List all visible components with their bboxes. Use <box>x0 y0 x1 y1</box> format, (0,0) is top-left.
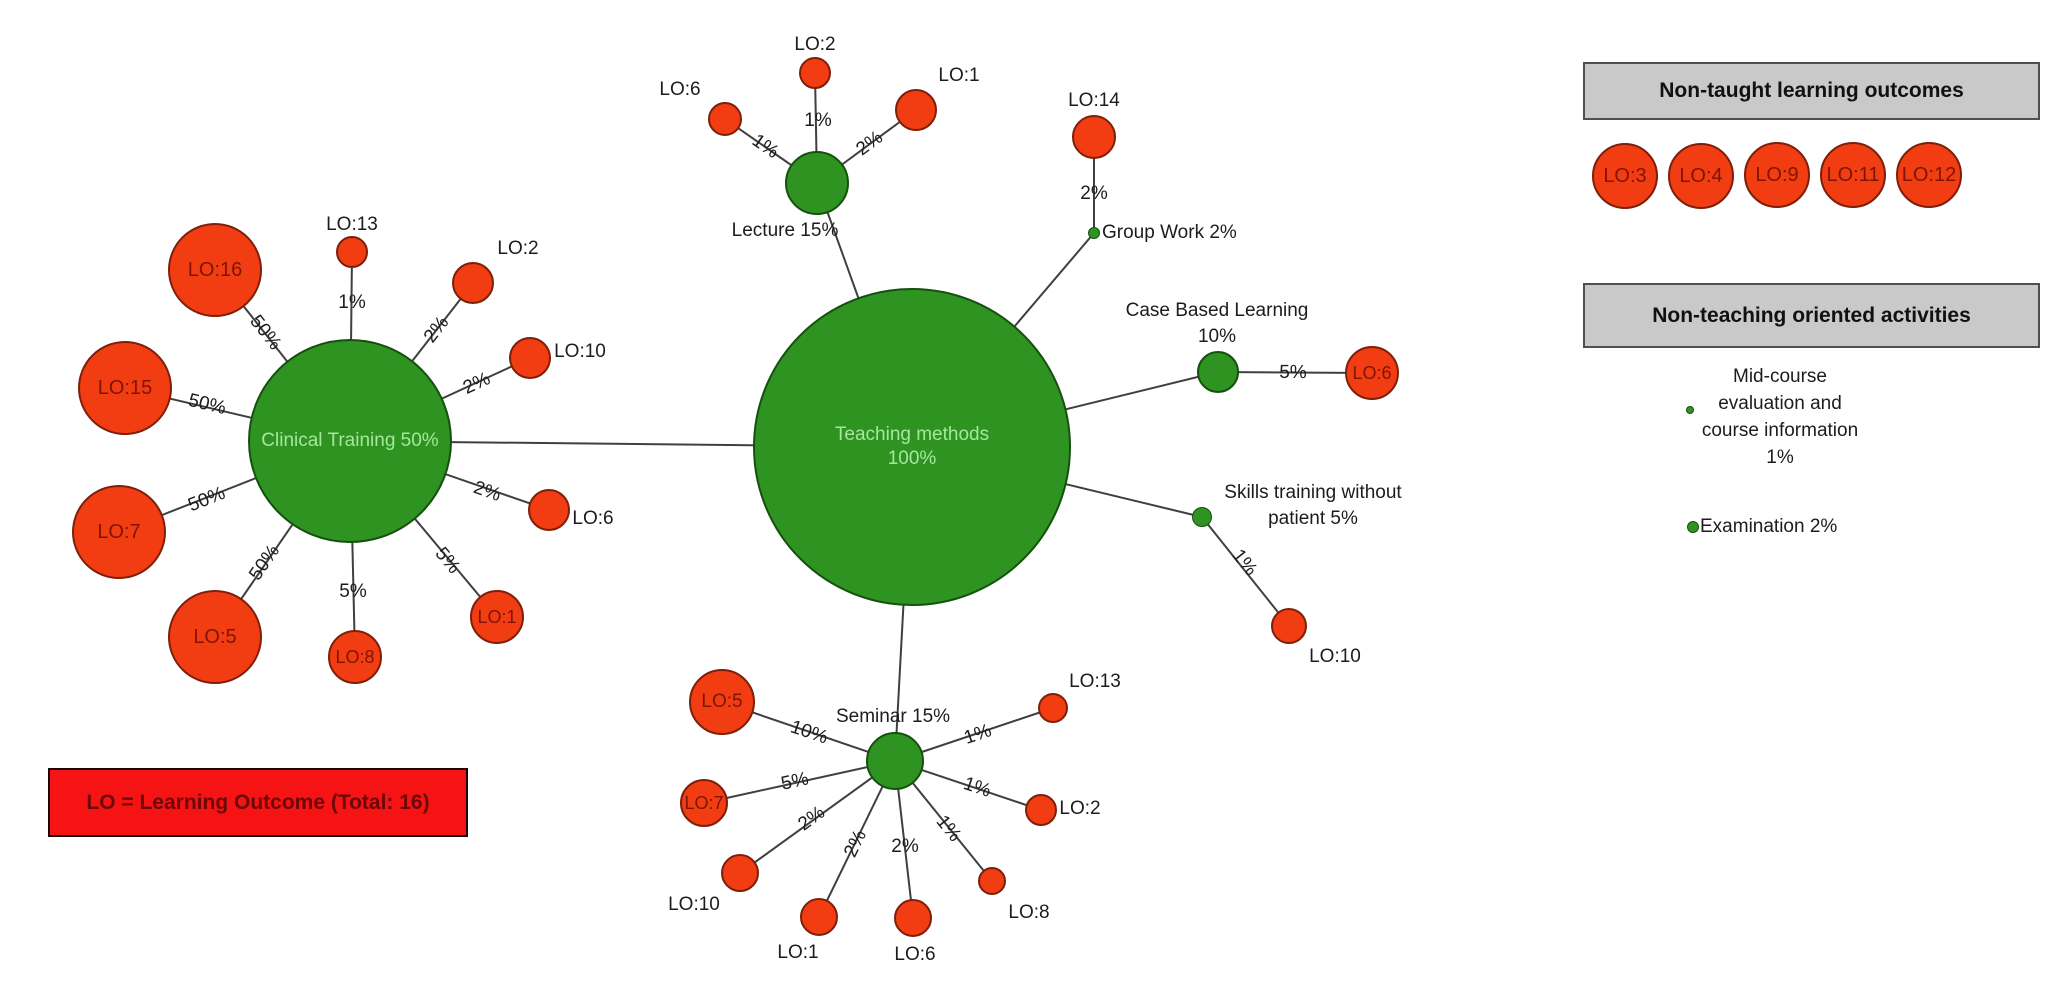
mid-course-bullet-icon <box>1686 406 1694 414</box>
node-nt-lo11: LO:11 <box>1820 142 1886 208</box>
node-ct-lo16: LO:16 <box>168 223 262 317</box>
ext-label-seminar: Seminar 15% <box>835 706 951 727</box>
node-lc-lo2 <box>799 57 831 89</box>
lo-legend-label: LO = Learning Outcome (Total: 16) <box>86 790 430 814</box>
node-sm-lo6 <box>894 899 932 937</box>
node-nt-lo12: LO:12 <box>1896 142 1962 208</box>
node-sm-lo7: LO:7 <box>680 779 728 827</box>
edge-percentage-clinical-ct-lo8: 5% <box>339 581 367 602</box>
node-lecture <box>785 151 849 215</box>
ext-label-lc-lo2: LO:2 <box>794 34 836 55</box>
node-gw-lo14 <box>1072 115 1116 159</box>
ext-label-ct-lo6: LO:6 <box>572 508 614 529</box>
node-label-sm-lo5: LO:5 <box>701 691 743 713</box>
node-label-nt-lo9: LO:9 <box>1755 163 1799 186</box>
ext-label-sm-lo13: LO:13 <box>1069 671 1121 692</box>
node-ct-lo7: LO:7 <box>72 485 166 579</box>
non-taught-header-label: Non-taught learning outcomes <box>1659 79 1964 102</box>
node-casebased <box>1197 351 1239 393</box>
lo-legend-box: LO = Learning Outcome (Total: 16) <box>48 768 468 837</box>
edge-seminar-sm-lo10 <box>739 760 896 874</box>
ext-label-lc-lo6: LO:6 <box>659 79 701 100</box>
node-sm-lo5: LO:5 <box>689 669 755 735</box>
node-label-nt-lo4: LO:4 <box>1679 164 1723 187</box>
non-teaching-header-label: Non-teaching oriented activities <box>1652 303 1971 327</box>
ext-label-sk-lo10: LO:10 <box>1309 646 1361 667</box>
node-teaching: Teaching methods 100% <box>753 288 1071 606</box>
ext-label-casebased: Case Based Learning 10% <box>1125 300 1309 347</box>
non-taught-learning-outcomes-header: Non-taught learning outcomes <box>1583 62 2040 120</box>
node-sm-lo13 <box>1038 693 1068 723</box>
edge-seminar-sm-lo7 <box>703 760 896 804</box>
ext-label-lecture: Lecture 15% <box>731 220 839 241</box>
ext-label-ct-lo10: LO:10 <box>554 341 606 362</box>
node-ct-lo13 <box>336 236 368 268</box>
edge-skills-sk-lo10 <box>1201 516 1290 627</box>
edge-percentage-clinical-ct-lo13: 1% <box>338 292 366 313</box>
node-lc-lo1 <box>895 89 937 131</box>
node-nt-lo9: LO:9 <box>1744 142 1810 208</box>
node-label-ct-lo7: LO:7 <box>97 520 141 543</box>
node-label-teaching: Teaching methods 100% <box>834 424 990 469</box>
node-label-cb-lo6: LO:6 <box>1352 362 1392 383</box>
node-nt-lo3: LO:3 <box>1592 143 1658 209</box>
examination-note: Examination 2% <box>1700 516 1838 537</box>
ext-label-skills: Skills training without patient 5% <box>1224 482 1402 529</box>
node-label-ct-lo5: LO:5 <box>193 625 237 648</box>
node-label-ct-lo1: LO:1 <box>477 606 517 627</box>
ext-label-lc-lo1: LO:1 <box>938 65 980 86</box>
ext-label-groupwork: Group Work 2% <box>1102 222 1237 243</box>
node-ct-lo1: LO:1 <box>470 590 524 644</box>
node-clinical: Clinical Training 50% <box>248 339 452 543</box>
node-skills <box>1192 507 1212 527</box>
node-ct-lo5: LO:5 <box>168 590 262 684</box>
node-ct-lo10 <box>509 337 551 379</box>
node-label-clinical: Clinical Training 50% <box>261 430 439 452</box>
node-label-nt-lo11: LO:11 <box>1826 163 1880 186</box>
ext-label-sm-lo6: LO:6 <box>894 944 936 965</box>
node-sm-lo10 <box>721 854 759 892</box>
ext-label-sm-lo1: LO:1 <box>777 942 819 963</box>
ext-label-ct-lo2: LO:2 <box>497 238 539 259</box>
ext-label-sm-lo2: LO:2 <box>1059 798 1101 819</box>
node-label-nt-lo3: LO:3 <box>1603 164 1647 187</box>
node-nt-lo4: LO:4 <box>1668 143 1734 209</box>
node-ct-lo6 <box>528 489 570 531</box>
ext-label-sm-lo8: LO:8 <box>1008 902 1050 923</box>
node-ct-lo2 <box>452 262 494 304</box>
node-groupwork <box>1088 227 1100 239</box>
node-sk-lo10 <box>1271 608 1307 644</box>
node-sm-lo2 <box>1025 794 1057 826</box>
edge-percentage-casebased-cb-lo6: 5% <box>1279 361 1307 384</box>
node-label-ct-lo8: LO:8 <box>335 646 375 667</box>
edge-percentage-lecture-lc-lo2: 1% <box>804 110 832 131</box>
edge-percentage-groupwork-gw-lo14: 2% <box>1080 183 1108 204</box>
node-sm-lo1 <box>800 898 838 936</box>
ext-label-gw-lo14: LO:14 <box>1068 90 1120 111</box>
non-teaching-oriented-activities-header: Non-teaching oriented activities <box>1583 283 2040 348</box>
node-ct-lo8: LO:8 <box>328 630 382 684</box>
node-seminar <box>866 732 924 790</box>
node-label-nt-lo12: LO:12 <box>1901 163 1957 186</box>
node-ct-lo15: LO:15 <box>78 341 172 435</box>
node-label-ct-lo16: LO:16 <box>187 258 243 281</box>
edge-percentage-seminar-sm-lo6: 2% <box>891 836 919 857</box>
mid-course-evaluation-note: Mid-course evaluation and course informa… <box>1701 366 1859 468</box>
ext-label-ct-lo13: LO:13 <box>326 214 378 235</box>
node-label-ct-lo15: LO:15 <box>97 376 153 399</box>
examination-bullet-icon <box>1687 521 1699 533</box>
node-cb-lo6: LO:6 <box>1345 346 1399 400</box>
node-label-sm-lo7: LO:7 <box>684 792 724 813</box>
node-lc-lo6 <box>708 102 742 136</box>
node-sm-lo8 <box>978 867 1006 895</box>
ext-label-sm-lo10: LO:10 <box>668 894 720 915</box>
